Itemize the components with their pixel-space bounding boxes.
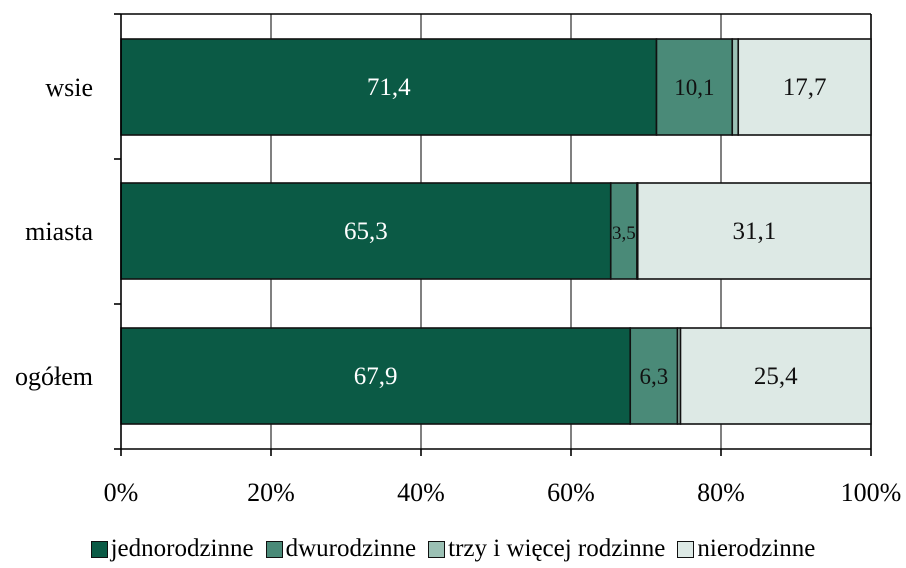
legend-label: jednorodzinne [110,535,254,562]
legend-label: dwurodzinne [285,535,417,562]
data-label: 6,3 [640,364,669,389]
axes [114,13,872,456]
legend-item: jednorodzinne [90,535,254,563]
legend-label: nierodzinne [697,535,816,562]
data-labels: 67,9 6,3 25,4 65,3 3,5 31,1 71,4 10,1 17,7 [344,74,827,390]
legend-swatch [677,540,695,558]
bar-segment [636,182,872,280]
data-label: 71,4 [367,74,411,101]
bar-segment [609,182,638,280]
bar-segment [120,327,632,425]
legend-label: trzy i więcej rodzinne [448,535,666,562]
legend-item: dwurodzinne [265,535,417,563]
bar-segment [120,182,612,280]
x-tick-label: 60% [547,478,595,507]
data-label: 67,9 [354,363,398,390]
data-label: 31,1 [733,218,777,245]
tick-labels: 0% 20% 40% 60% 80% 100% [104,478,902,507]
legend-item: nierodzinne [677,535,815,563]
category-label: wsie [45,73,93,102]
bars [120,38,872,425]
stacked-bar-chart: 0% 20% 40% 60% 80% 100% ogółem miasta wsie 67,9… [15,13,902,507]
x-tick-label: 80% [697,478,745,507]
data-label: 3,5 [612,223,636,244]
legend: jednorodzinne dwurodzinne trzy i więcej ro… [0,534,906,564]
legend-item: trzy i więcej rodzinne [428,535,665,563]
x-tick-label: 20% [247,478,295,507]
bar-segment [737,38,872,136]
legend-swatch [428,540,446,558]
data-label: 17,7 [783,74,827,101]
category-label: miasta [25,217,93,246]
bar-segment [731,38,740,136]
bar-segment [679,327,872,425]
category-labels: ogółem miasta wsie [15,73,93,391]
x-tick-label: 40% [397,478,445,507]
legend-swatch [90,540,108,558]
legend-swatch [265,540,283,558]
x-tick-label: 100% [841,478,902,507]
data-label: 65,3 [344,218,388,245]
bar-segment [655,38,734,136]
category-label: ogółem [15,362,93,391]
data-label: 25,4 [754,363,798,390]
data-label: 10,1 [674,75,714,100]
x-tick-label: 0% [104,478,139,507]
